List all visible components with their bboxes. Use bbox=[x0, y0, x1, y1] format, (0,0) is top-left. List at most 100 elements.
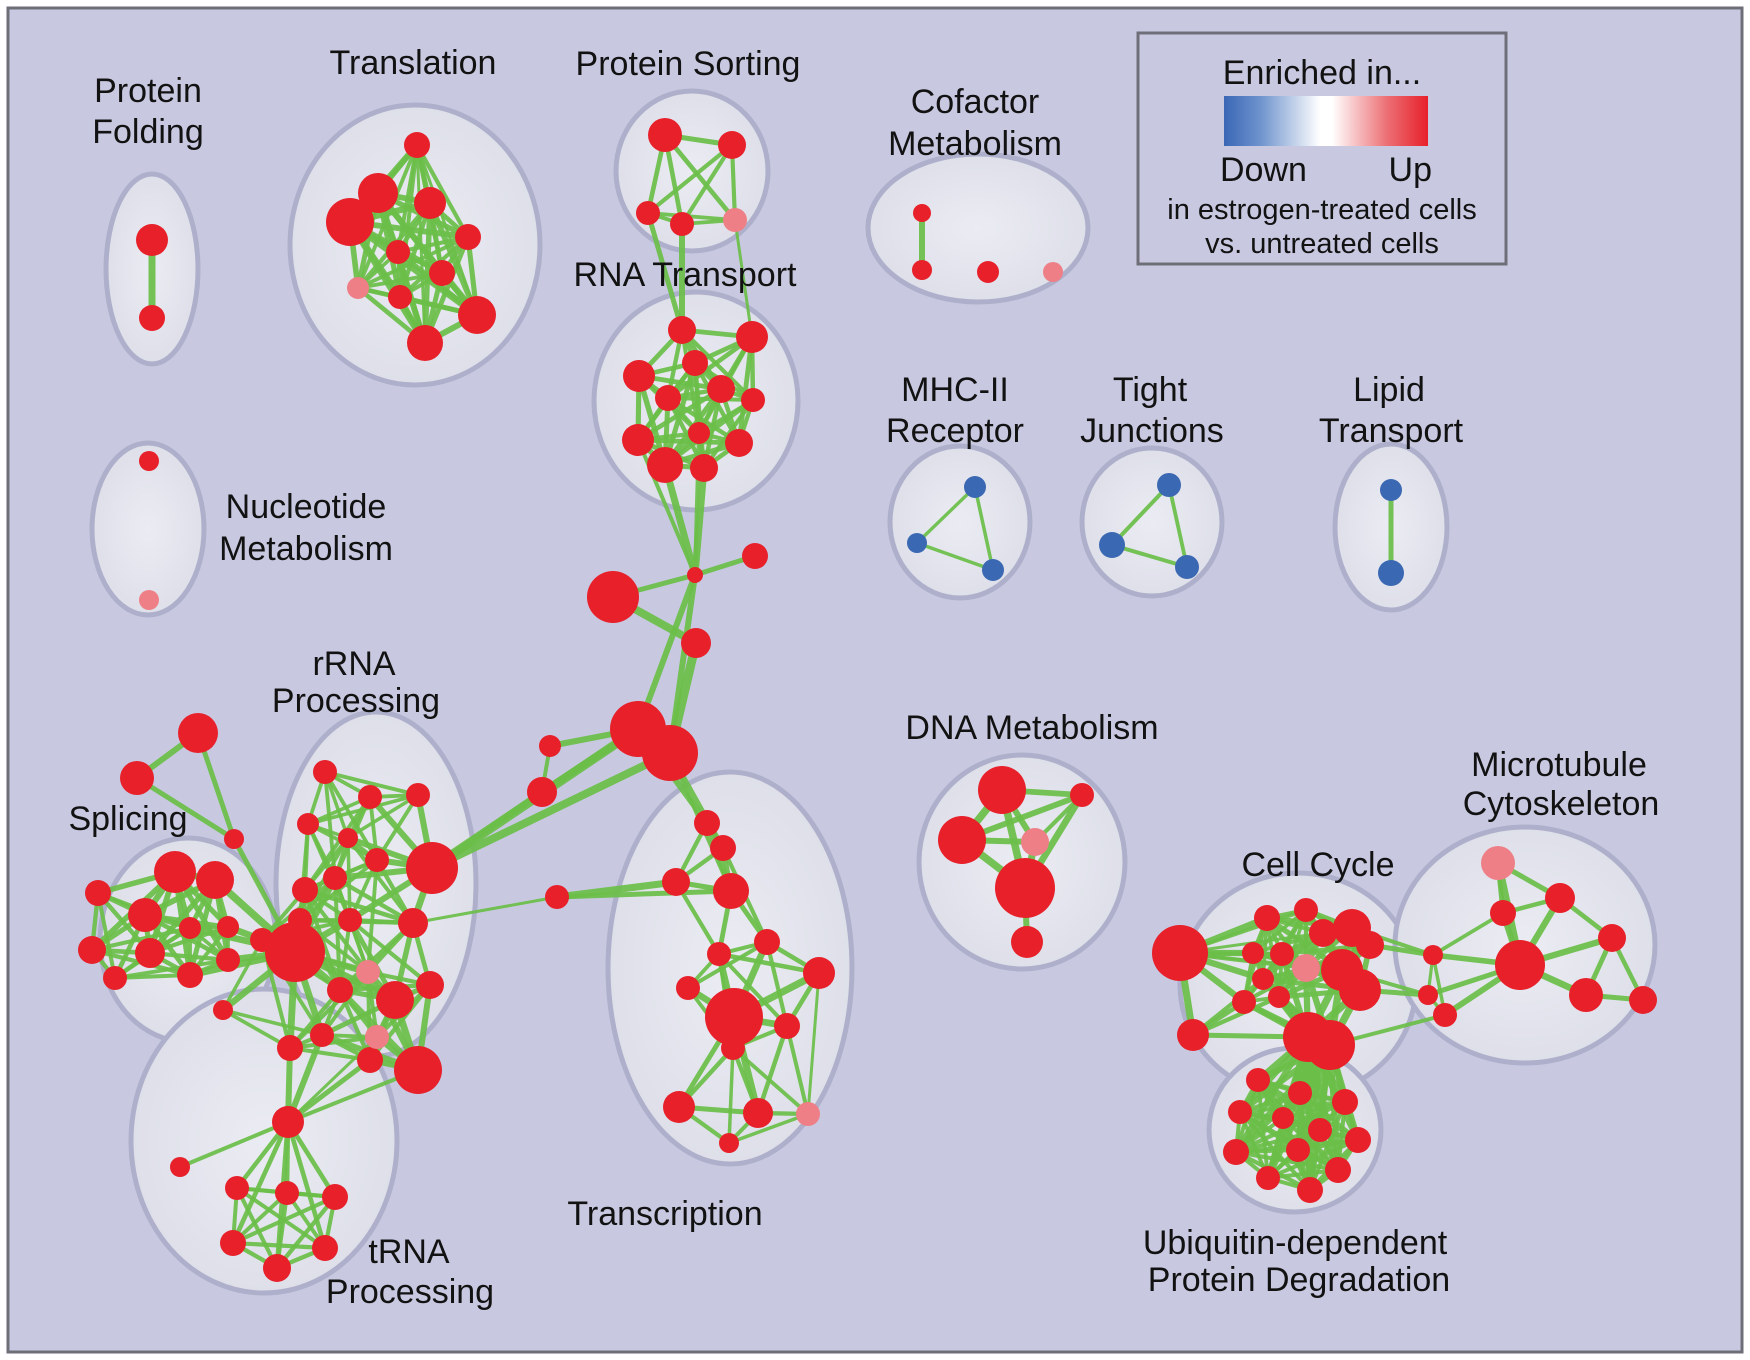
cluster-label-processing: Processing bbox=[272, 682, 440, 720]
edge bbox=[661, 461, 699, 579]
edge bbox=[1110, 483, 1171, 547]
node-r12-up bbox=[690, 454, 718, 482]
node-w3-up bbox=[1490, 900, 1516, 926]
node-t2-up bbox=[358, 173, 398, 213]
edge bbox=[96, 891, 117, 980]
edge bbox=[288, 970, 370, 1050]
node-b1-up bbox=[1423, 945, 1443, 965]
edge bbox=[1238, 1100, 1347, 1114]
edge bbox=[1110, 543, 1189, 569]
node-u3-up bbox=[1332, 1089, 1358, 1115]
edge bbox=[679, 142, 735, 227]
cluster-label-ubiquitin-dependent: Ubiquitin-dependent bbox=[1143, 1224, 1448, 1262]
node-v12-up bbox=[663, 1091, 695, 1123]
node-f1-up bbox=[136, 224, 168, 256]
edge bbox=[375, 793, 420, 862]
node-x3-up bbox=[224, 829, 244, 849]
cluster-ellipse-tight-junctions bbox=[1079, 445, 1225, 599]
node-kG-up bbox=[539, 735, 561, 757]
edge bbox=[716, 951, 822, 976]
edge bbox=[733, 218, 754, 339]
node-s3-up bbox=[636, 201, 660, 225]
node-m1-down bbox=[964, 476, 986, 498]
edge bbox=[645, 210, 685, 333]
node-b2-up bbox=[1418, 985, 1438, 1005]
node-w6-up bbox=[1569, 978, 1603, 1012]
node-a3-up bbox=[322, 1184, 348, 1210]
node-v8-up bbox=[707, 942, 731, 966]
cluster-label-trna: tRNA bbox=[368, 1233, 450, 1271]
edge bbox=[230, 1194, 338, 1246]
cluster-label-microtubule: Microtubule bbox=[1471, 746, 1647, 784]
node-kI-up bbox=[406, 842, 458, 894]
node-v9-up bbox=[705, 988, 763, 1046]
node-r6-up bbox=[707, 375, 735, 403]
node-v13-up bbox=[743, 1098, 773, 1128]
edge bbox=[731, 1046, 810, 1116]
node-w4-up bbox=[1495, 940, 1545, 990]
edge bbox=[806, 971, 821, 1116]
node-p5-up bbox=[179, 917, 201, 939]
node-hy-up bbox=[1305, 1020, 1355, 1070]
edge bbox=[134, 775, 237, 842]
node-cc2-up bbox=[1177, 1019, 1209, 1051]
cluster-label-processing: Processing bbox=[326, 1273, 494, 1311]
legend-down-label: Down bbox=[1220, 151, 1307, 189]
node-f2-up bbox=[139, 305, 165, 331]
cluster-label-tight: Tight bbox=[1113, 371, 1188, 409]
node-l2-down bbox=[1378, 560, 1404, 586]
edge bbox=[1431, 911, 1505, 957]
node-c3-up bbox=[977, 261, 999, 283]
edge bbox=[303, 888, 370, 974]
edge bbox=[635, 386, 724, 443]
node-a2-up bbox=[275, 1181, 299, 1205]
node-d5-up bbox=[995, 858, 1055, 918]
node-v1-up bbox=[694, 810, 720, 836]
node-q3-up bbox=[406, 783, 430, 807]
edge bbox=[323, 770, 379, 862]
edge bbox=[346, 836, 352, 922]
node-p2-up bbox=[196, 861, 234, 899]
node-kC-up bbox=[587, 571, 639, 623]
node-cc15-up bbox=[1339, 969, 1381, 1011]
node-v5-up bbox=[754, 929, 780, 955]
node-cc11-up bbox=[1309, 919, 1337, 947]
node-q15-up bbox=[416, 971, 444, 999]
edge bbox=[665, 334, 755, 401]
node-w2-up bbox=[1545, 883, 1575, 913]
node-cc6-up bbox=[1270, 942, 1294, 966]
edge bbox=[230, 1119, 291, 1246]
edge bbox=[645, 142, 735, 216]
node-q5-up bbox=[338, 828, 358, 848]
node-m3-down bbox=[982, 559, 1004, 581]
node-u11-up bbox=[1256, 1166, 1280, 1190]
edge bbox=[727, 1112, 810, 1145]
node-d1-up bbox=[978, 766, 1026, 814]
cluster-label-protein-sorting: Protein Sorting bbox=[576, 45, 801, 83]
cluster-label-transcription: Transcription bbox=[567, 1195, 762, 1233]
node-kH-up bbox=[527, 777, 557, 807]
node-q7-up bbox=[323, 866, 347, 890]
node-r4-up bbox=[682, 350, 708, 376]
legend: Enriched in... Down Up in estrogen-treat… bbox=[1136, 31, 1508, 266]
edge bbox=[736, 334, 755, 446]
edge bbox=[274, 1194, 338, 1271]
cluster-label-splicing: Splicing bbox=[68, 800, 187, 838]
node-q21-up bbox=[356, 960, 380, 984]
node-w8-up bbox=[1433, 1003, 1457, 1027]
node-cc8-up bbox=[1252, 968, 1274, 990]
node-a1-up bbox=[225, 1176, 249, 1200]
cluster-label-cytoskeleton: Cytoskeleton bbox=[1463, 785, 1660, 823]
node-cc7-up bbox=[1292, 954, 1320, 982]
node-t11-up bbox=[407, 325, 443, 361]
edge bbox=[679, 327, 756, 403]
edge bbox=[346, 793, 420, 840]
cluster-label-junctions: Junctions bbox=[1080, 412, 1224, 450]
node-q17-up bbox=[357, 1047, 383, 1073]
edge bbox=[302, 887, 416, 926]
node-d4-up bbox=[1021, 828, 1049, 856]
node-c4-up bbox=[1043, 262, 1063, 282]
node-v11-up bbox=[721, 1036, 745, 1060]
edge bbox=[332, 875, 416, 926]
